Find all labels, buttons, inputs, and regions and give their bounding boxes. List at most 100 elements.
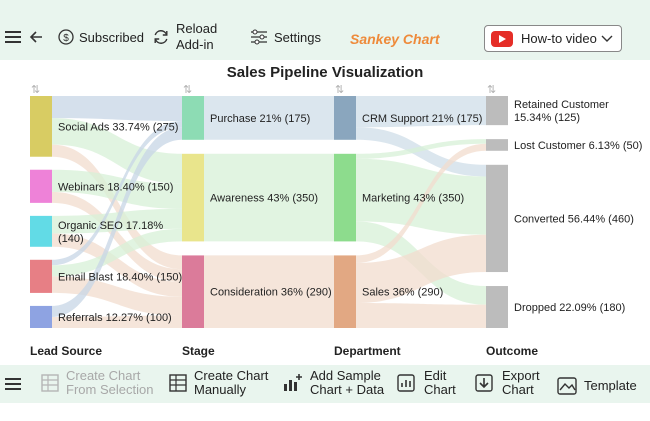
- sankey-node-awareness: [182, 153, 204, 242]
- sankey-node-referrals: [30, 305, 52, 328]
- sankey-node-label: Lost Customer 6.13% (50): [514, 140, 642, 152]
- sankey-node-label: Referrals 12.27% (100): [58, 312, 172, 324]
- sankey-node-email: [30, 259, 52, 293]
- sankey-link-webinars-consideration: [52, 191, 182, 282]
- chevron-down-icon: [601, 35, 613, 42]
- sankey-link-sales-converted: [356, 234, 486, 303]
- sankey-node-label: (140): [58, 233, 84, 245]
- export-icon: [475, 374, 493, 392]
- sankey-nodes: [30, 96, 508, 328]
- subscribed-label: Subscribed: [79, 29, 145, 45]
- sankey-node-label: Converted 56.44% (460): [514, 213, 634, 225]
- add-sample-line1: Add Sample: [310, 368, 381, 383]
- export-line1: Export: [502, 368, 540, 383]
- sankey-link-consideration-sales: [204, 255, 334, 328]
- top-toolbar: $ Subscribed Reload Add-in Settings Sank…: [0, 0, 650, 60]
- create-from-selection-line2: From Selection: [66, 382, 154, 397]
- settings-button[interactable]: Settings: [250, 29, 321, 45]
- sankey-link-webinars-awareness: [52, 169, 182, 209]
- sankey-link-email-awareness: [52, 228, 182, 277]
- list-table-icon: [169, 374, 187, 392]
- export-chart-button[interactable]: Export Chart: [474, 369, 540, 397]
- sankey-node-purchase: [182, 96, 204, 140]
- sliders-icon: [251, 29, 267, 45]
- how-to-video-label: How-to video: [521, 31, 597, 46]
- export-line2: Chart: [502, 382, 534, 397]
- how-to-video-button[interactable]: How-to video: [484, 25, 622, 52]
- sankey-node-label: Sales 36% (290): [362, 287, 443, 299]
- sankey-link-purchase-crm: [204, 96, 334, 140]
- sankey-link-social-purchase: [52, 96, 182, 122]
- sankey-link-marketing-converted: [356, 158, 486, 235]
- edit-line2: Chart: [424, 382, 456, 397]
- menu-icon[interactable]: [5, 30, 21, 44]
- sankey-link-email-consideration: [52, 276, 182, 316]
- edit-chart-button[interactable]: Edit Chart: [396, 369, 456, 397]
- sankey-node-crm: [334, 96, 356, 140]
- sort-arrows-icon[interactable]: ⇅: [487, 84, 496, 96]
- sankey-link-marketing-lost: [356, 139, 486, 159]
- sankey-node-social: [30, 96, 52, 157]
- subscribed-button[interactable]: $ Subscribed: [58, 29, 144, 45]
- sankey-node-label: Awareness 43% (350): [210, 193, 318, 205]
- sankey-node-dropped: [486, 286, 508, 328]
- bottom-toolbar: Create Chart From Selection Create Chart…: [0, 365, 650, 403]
- column-header-1: Stage: [182, 344, 215, 358]
- create-chart-from-selection-button[interactable]: Create Chart From Selection: [40, 369, 153, 397]
- sankey-node-label: Retained Customer: [514, 99, 609, 111]
- svg-text:$: $: [63, 33, 69, 44]
- reload-label-line1: Reload: [176, 21, 218, 36]
- sankey-links: [52, 96, 486, 328]
- sankey-link-awareness-marketing: [204, 153, 334, 242]
- template-button[interactable]: Template: [556, 376, 637, 396]
- sankey-link-social-awareness: [52, 118, 182, 184]
- settings-label: Settings: [274, 29, 321, 45]
- sankey-node-label: Webinars 18.40% (150): [58, 181, 173, 193]
- create-manually-line1: Create Chart: [194, 368, 269, 383]
- create-from-selection-line1: Create Chart: [66, 368, 141, 383]
- sankey-node-seo: [30, 215, 52, 247]
- sankey-node-label: Marketing 43% (350): [362, 193, 464, 205]
- bottom-menu-icon[interactable]: [5, 377, 21, 391]
- sankey-node-label: Consideration 36% (290): [210, 287, 332, 299]
- dollar-circle-icon: $: [58, 29, 74, 45]
- youtube-icon: [491, 30, 513, 47]
- column-header-3: Outcome: [486, 344, 538, 358]
- edit-chart-icon: [397, 374, 415, 392]
- sankey-link-sales-dropped: [356, 302, 486, 328]
- sankey-node-label: Email Blast 18.40% (150): [58, 271, 182, 283]
- column-header-0: Lead Source: [30, 344, 102, 358]
- reload-addin-button[interactable]: Reload Add-in: [152, 21, 217, 53]
- sankey-node-consideration: [182, 255, 204, 328]
- sankey-node-sales: [334, 255, 356, 328]
- back-arrow-icon[interactable]: [28, 29, 44, 45]
- sankey-node-label: Organic SEO 17.18%: [58, 220, 163, 232]
- sankey-link-email-purchase: [52, 121, 182, 266]
- sankey-node-label: Dropped 22.09% (180): [514, 302, 625, 314]
- create-chart-manually-button[interactable]: Create Chart Manually: [168, 369, 268, 397]
- table-icon: [41, 374, 59, 392]
- sankey-node-converted: [486, 164, 508, 273]
- sort-arrows-icon[interactable]: ⇅: [335, 84, 344, 96]
- app-title: Sankey Chart: [350, 31, 440, 47]
- sankey-node-marketing: [334, 153, 356, 242]
- chart-title: Sales Pipeline Visualization: [226, 64, 424, 81]
- edit-line1: Edit: [424, 368, 447, 383]
- sankey-chart: Social Ads 33.74% (275) Webinars 18.40% (…: [30, 84, 642, 358]
- sankey-link-crm-converted: [356, 127, 486, 177]
- sankey-link-crm-retained: [356, 96, 486, 128]
- sankey-node-label: CRM Support 21% (175): [362, 113, 482, 125]
- sankey-node-retained: [486, 96, 508, 126]
- add-sample-chart-button[interactable]: Add Sample Chart + Data: [282, 369, 384, 397]
- create-manually-line2: Manually: [194, 382, 247, 397]
- sankey-link-referrals-consideration: [52, 315, 182, 328]
- reload-label-line2: Add-in: [176, 37, 214, 52]
- chart-plus-icon: [284, 374, 302, 391]
- sankey-link-sales-lost: [356, 143, 486, 263]
- sort-arrows-icon[interactable]: ⇅: [183, 84, 192, 96]
- sankey-node-webinars: [30, 169, 52, 203]
- sankey-node-label: Social Ads 33.74% (275): [58, 121, 178, 133]
- sort-arrows-icon[interactable]: ⇅: [31, 84, 40, 96]
- reload-icon: [154, 30, 168, 44]
- sankey-link-social-consideration: [52, 144, 182, 270]
